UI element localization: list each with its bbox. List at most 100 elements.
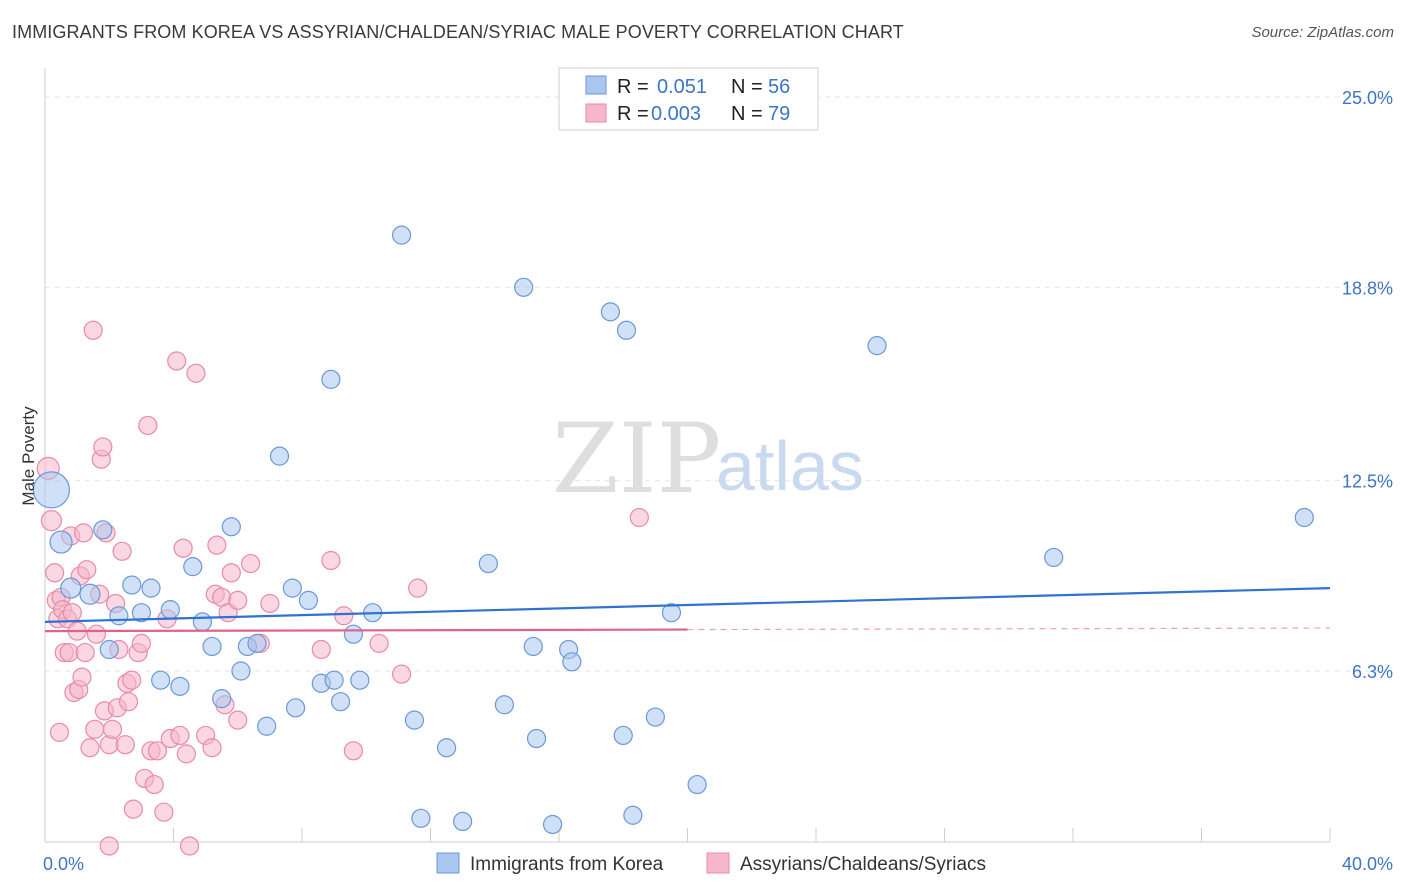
blue-data-point [542, 814, 563, 835]
blue-data-point [436, 738, 457, 758]
pink-data-point [221, 563, 241, 583]
legend-r-label-pink: R = [617, 103, 649, 125]
pink-data-point [123, 799, 143, 819]
blue-data-point [350, 670, 370, 690]
blue-data-point [453, 811, 473, 832]
legend-r-value-blue: 0.051 [657, 76, 707, 98]
pink-data-point [85, 719, 105, 739]
pink-data-point [77, 560, 97, 580]
blue-data-point [324, 670, 344, 690]
blue-data-point [613, 725, 633, 746]
y-tick-label: 12.5% [1342, 472, 1393, 492]
legend-n-value-pink: 79 [768, 103, 790, 125]
chart-title: IMMIGRANTS FROM KOREA VS ASSYRIAN/CHALDE… [12, 22, 904, 42]
pink-data-point [49, 722, 70, 742]
blue-data-point [411, 808, 431, 828]
top-legend: R = 0.051 N = 56 R = 0.003 N = 79 [558, 67, 819, 131]
x-tick-labels: 0.0% 40.0% [43, 854, 1393, 874]
blue-data-point [343, 624, 363, 644]
pink-data-point [173, 538, 193, 558]
y-tick-label: 18.8% [1342, 278, 1393, 298]
pink-data-point [228, 710, 248, 730]
blue-data-point [170, 676, 190, 696]
pink-data-point [118, 692, 139, 712]
blue-data-point [562, 652, 582, 672]
trend-lines [44, 587, 1331, 633]
blue-data-point [257, 716, 277, 736]
blue-data-point [478, 553, 498, 574]
pink-data-point [72, 667, 92, 687]
bottom-legend: Immigrants from Korea Assyrians/Chaldean… [436, 852, 986, 875]
pink-series-points [36, 320, 649, 856]
pink-data-point [391, 664, 412, 684]
y-tick-label: 25.0% [1342, 88, 1393, 108]
bottom-legend-label-blue: Immigrants from Korea [470, 854, 664, 875]
blue-data-point [202, 636, 222, 657]
blue-data-point [60, 577, 82, 599]
blue-data-point [600, 302, 621, 322]
pink-data-point [144, 774, 164, 795]
blue-data-point [192, 612, 213, 632]
pink-trend-line-extension [687, 627, 1331, 631]
blue-data-point [661, 603, 682, 623]
blue-data-point [109, 606, 129, 626]
watermark: ZIP atlas [552, 403, 864, 515]
pink-data-point [83, 320, 103, 340]
blue-data-point [321, 369, 341, 389]
pink-data-point [122, 670, 142, 690]
blue-data-point [160, 600, 180, 620]
pink-data-point [154, 802, 174, 822]
blue-data-point [269, 446, 290, 466]
pink-data-point [93, 437, 113, 457]
legend-swatch-blue [585, 75, 607, 95]
pink-data-point [179, 836, 200, 856]
pink-data-point [186, 363, 206, 383]
y-axis-label: Male Poverty [19, 406, 38, 506]
blue-data-point [687, 774, 707, 795]
source-label: Source: ZipAtlas.com [1251, 24, 1394, 41]
legend-n-value-blue: 56 [768, 76, 790, 98]
pink-data-point [260, 593, 280, 614]
pink-data-point [241, 553, 261, 574]
blue-data-point [616, 320, 637, 340]
blue-data-point [79, 583, 101, 605]
pink-data-point [112, 541, 132, 561]
blue-data-point [1294, 507, 1314, 528]
pink-data-point [321, 550, 341, 571]
blue-data-point [122, 575, 142, 595]
pink-data-point [62, 603, 82, 623]
pink-data-point [369, 633, 389, 653]
blue-data-point [131, 603, 151, 623]
blue-data-point [645, 707, 665, 727]
bottom-legend-swatch-blue [436, 852, 460, 874]
grid-lines [45, 96, 1392, 672]
pink-data-point [115, 735, 135, 755]
blue-series-points [32, 225, 1314, 835]
legend-n-label-blue: N = [731, 76, 763, 98]
blue-data-point [1044, 547, 1064, 568]
blue-data-point [526, 728, 547, 749]
pink-data-point [131, 633, 151, 653]
pink-data-point [45, 563, 65, 583]
x-tick-label: 40.0% [1342, 854, 1393, 874]
blue-data-point [231, 661, 251, 681]
pink-data-point [147, 741, 168, 761]
pink-data-point [343, 741, 363, 761]
pink-data-point [311, 639, 331, 660]
blue-data-point [183, 557, 203, 577]
pink-data-point [202, 738, 222, 758]
blue-data-point [494, 695, 514, 715]
blue-data-point [282, 578, 302, 598]
pink-data-point [40, 509, 63, 532]
x-tick-label: 0.0% [43, 854, 84, 874]
blue-data-point [404, 710, 425, 730]
pink-data-point [80, 738, 100, 758]
y-tick-label: 6.3% [1352, 662, 1393, 682]
blue-data-point [32, 471, 71, 509]
blue-data-point [221, 517, 241, 537]
pink-data-point [408, 578, 428, 598]
bottom-legend-swatch-pink [706, 852, 730, 874]
pink-data-point [629, 507, 649, 528]
pink-data-point [102, 719, 123, 739]
